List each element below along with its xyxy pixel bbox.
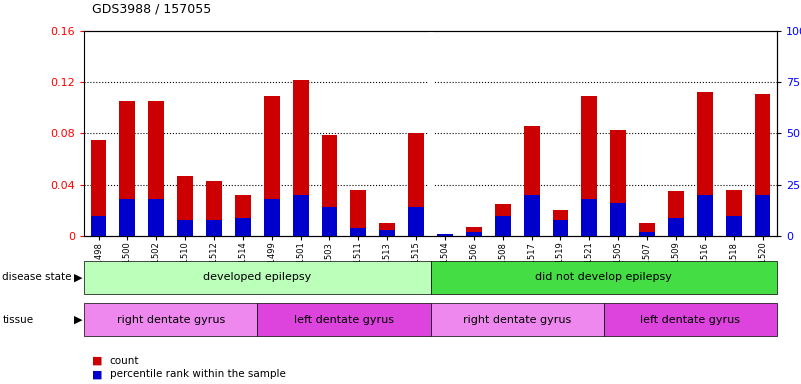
Bar [726, 190, 742, 236]
Bar [582, 199, 598, 236]
Text: ▶: ▶ [74, 272, 83, 283]
Text: left dentate gyrus: left dentate gyrus [640, 314, 740, 325]
Bar [91, 216, 107, 236]
Bar [668, 191, 684, 236]
Bar [350, 190, 366, 236]
Bar [755, 195, 771, 236]
Bar [755, 94, 771, 236]
Text: left dentate gyrus: left dentate gyrus [294, 314, 394, 325]
Text: developed epilepsy: developed epilepsy [203, 272, 312, 283]
Text: percentile rank within the sample: percentile rank within the sample [110, 369, 286, 379]
Bar [321, 135, 337, 236]
Text: right dentate gyrus: right dentate gyrus [463, 314, 571, 325]
Bar [639, 223, 655, 236]
Bar [292, 195, 308, 236]
Bar [697, 195, 713, 236]
Bar [235, 218, 251, 236]
Bar [610, 129, 626, 236]
Bar [206, 220, 222, 236]
Bar [495, 216, 511, 236]
Text: count: count [110, 356, 139, 366]
Bar [409, 133, 424, 236]
Bar [206, 181, 222, 236]
Bar [726, 216, 742, 236]
Bar [495, 204, 511, 236]
Bar [264, 96, 280, 236]
Text: right dentate gyrus: right dentate gyrus [117, 314, 225, 325]
Text: disease state: disease state [2, 272, 72, 283]
Bar [668, 218, 684, 236]
Text: tissue: tissue [2, 314, 34, 325]
Text: did not develop epilepsy: did not develop epilepsy [535, 272, 672, 283]
Bar [610, 203, 626, 236]
Bar [235, 195, 251, 236]
Text: ■: ■ [92, 356, 103, 366]
Bar [380, 223, 395, 236]
Bar [119, 199, 135, 236]
Bar [321, 207, 337, 236]
Bar [148, 101, 164, 236]
Bar [148, 199, 164, 236]
Bar [553, 210, 569, 236]
Bar [466, 227, 481, 236]
Bar [437, 234, 453, 236]
Bar [437, 233, 453, 236]
Bar [119, 101, 135, 236]
Bar [380, 230, 395, 236]
Bar [409, 207, 424, 236]
Bar [350, 228, 366, 236]
Bar [466, 232, 481, 236]
Bar [582, 96, 598, 236]
Bar [639, 232, 655, 236]
Bar [697, 92, 713, 236]
Text: ■: ■ [92, 369, 103, 379]
Bar [524, 195, 540, 236]
Bar [264, 199, 280, 236]
Text: GDS3988 / 157055: GDS3988 / 157055 [92, 2, 211, 15]
Bar [292, 79, 308, 236]
Text: ▶: ▶ [74, 314, 83, 325]
Bar [524, 126, 540, 236]
Bar [177, 176, 193, 236]
Bar [91, 140, 107, 236]
Bar [177, 220, 193, 236]
Bar [553, 220, 569, 236]
